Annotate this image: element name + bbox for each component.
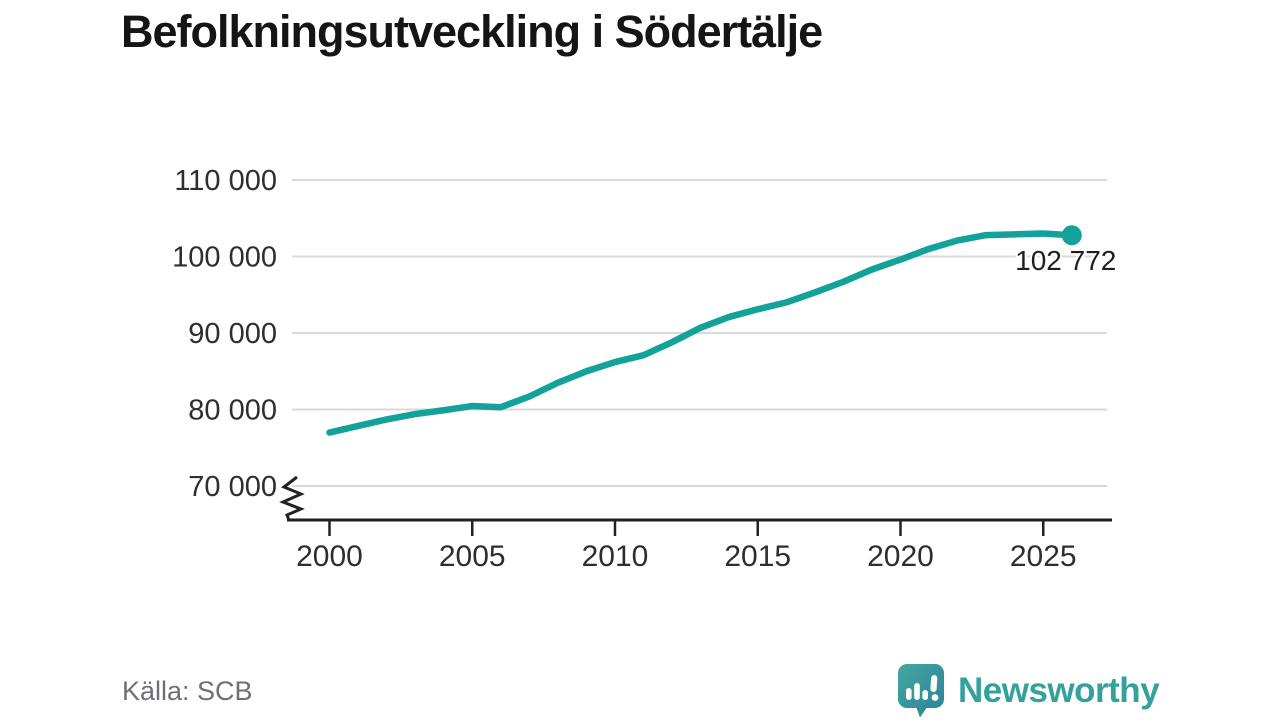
y-tick-label: 100 000 <box>172 242 277 274</box>
x-tick-label: 2010 <box>582 540 649 573</box>
y-tick-label: 70 000 <box>188 471 277 503</box>
x-tick-label: 2020 <box>867 540 934 573</box>
brand-name: Newsworthy <box>958 671 1160 710</box>
population-series-line <box>326 230 1076 436</box>
y-tick-label: 110 000 <box>174 165 277 197</box>
end-value-label: 102 772 <box>1015 245 1117 277</box>
y-tick-label: 80 000 <box>188 395 277 427</box>
x-tick-label: 2005 <box>439 540 506 573</box>
x-tick-label: 2000 <box>296 540 363 573</box>
x-tick-label: 2015 <box>724 540 791 573</box>
axis-break-icon <box>279 475 305 521</box>
y-tick-label: 90 000 <box>188 318 277 350</box>
end-point-marker <box>1061 225 1082 246</box>
x-tick-label: 2025 <box>1010 540 1077 573</box>
newsworthy-bubble-chart-icon <box>897 663 947 719</box>
source-note: Källa: SCB <box>122 676 253 706</box>
newsworthy-logo[interactable]: Newsworthy <box>897 663 1160 719</box>
page-title: Befolkningsutveckling i Södertälje <box>121 6 823 57</box>
